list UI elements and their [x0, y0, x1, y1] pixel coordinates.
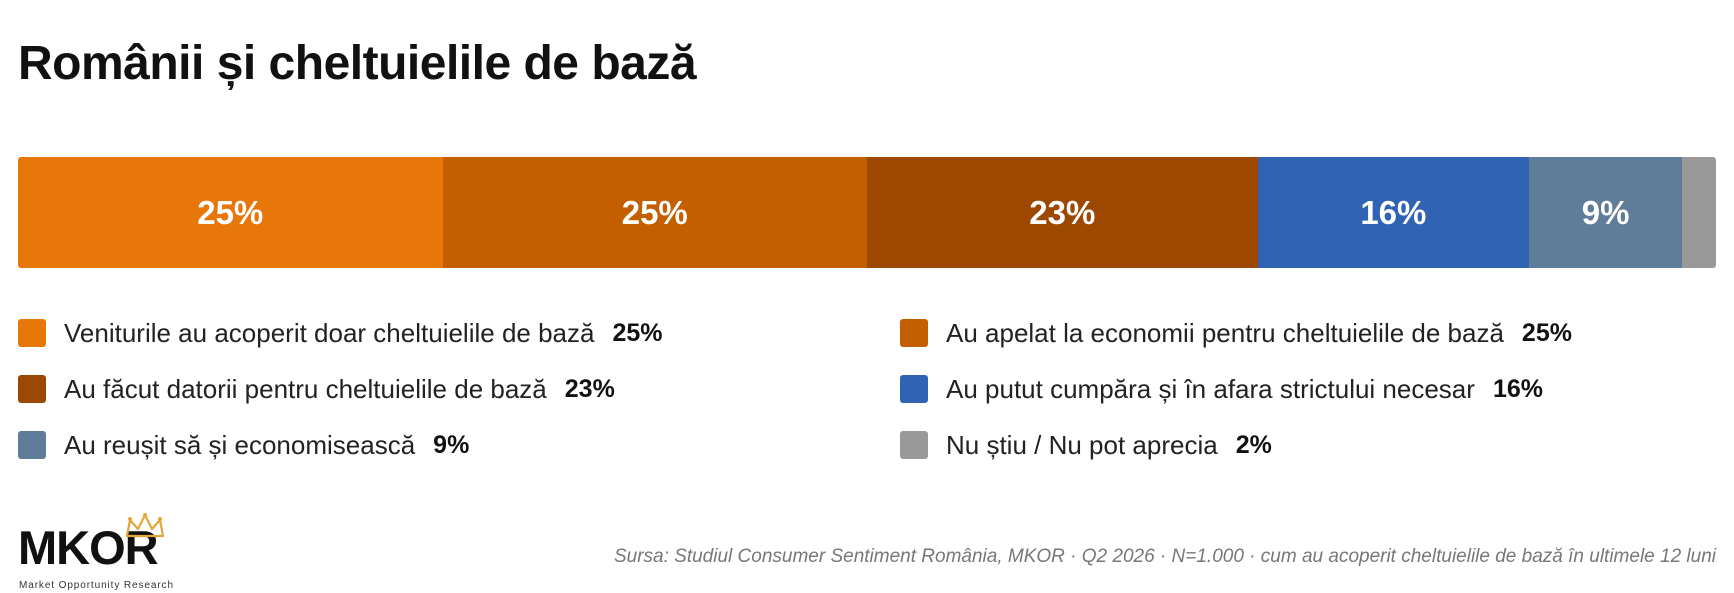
bar-segment-2: 25% [442, 157, 867, 268]
mkor-logo: MKOR Market Opportunity Research [18, 513, 208, 591]
legend-label: Veniturile au acoperit doar cheltuielile… [64, 317, 595, 348]
legend-label: Nu știu / Nu pot aprecia [946, 429, 1218, 460]
bar-segment-label: 25% [197, 193, 264, 231]
bar-segment-3: 23% [867, 157, 1258, 268]
legend-value: 16% [1492, 374, 1543, 403]
legend-value: 2% [1235, 430, 1272, 459]
legend-swatch [900, 375, 928, 403]
legend-swatch [18, 319, 46, 347]
legend-label: Au reușit să și economisească [64, 429, 416, 460]
legend-label: Au putut cumpăra și în afara strictului … [946, 373, 1475, 404]
bar-segment-label: 9% [1581, 193, 1630, 231]
stacked-bar: 25% 25% 23% 16% 9% [18, 157, 1716, 268]
legend-item-2: Au apelat la economii pentru cheltuielil… [900, 318, 1716, 348]
legend-swatch [18, 431, 46, 459]
legend-value: 9% [433, 430, 470, 459]
legend-item-3: Au făcut datorii pentru cheltuielile de … [18, 374, 900, 404]
legend-value: 23% [564, 374, 615, 403]
legend-value: 25% [1521, 318, 1572, 347]
legend-label: Au făcut datorii pentru cheltuielile de … [64, 373, 547, 404]
bar-segment-5: 9% [1529, 157, 1683, 268]
legend: Veniturile au acoperit doar cheltuielile… [18, 318, 1716, 460]
legend-swatch [900, 319, 928, 347]
bar-segment-6 [1682, 157, 1716, 268]
legend-value: 25% [612, 318, 663, 347]
bar-segment-label: 25% [621, 193, 688, 231]
legend-item-4: Au putut cumpăra și în afara strictului … [900, 374, 1716, 404]
bar-segment-4: 16% [1257, 157, 1530, 268]
bar-segment-label: 23% [1029, 193, 1096, 231]
bar-segment-1: 25% [18, 157, 443, 268]
legend-swatch [18, 375, 46, 403]
crown-icon [125, 513, 165, 538]
logo-wordmark: MKOR [18, 521, 159, 574]
bar-segment-label: 16% [1360, 193, 1427, 231]
source-note: Sursa: Studiul Consumer Sentiment Români… [613, 546, 1716, 567]
legend-swatch [900, 431, 928, 459]
logo-tagline: Market Opportunity Research [19, 580, 174, 591]
legend-item-1: Veniturile au acoperit doar cheltuielile… [18, 318, 900, 348]
legend-item-5: Au reușit să și economisească 9% [18, 430, 900, 460]
legend-item-6: Nu știu / Nu pot aprecia 2% [900, 430, 1716, 460]
chart-title: Românii și cheltuielile de bază [18, 37, 697, 90]
legend-label: Au apelat la economii pentru cheltuielil… [946, 317, 1504, 348]
